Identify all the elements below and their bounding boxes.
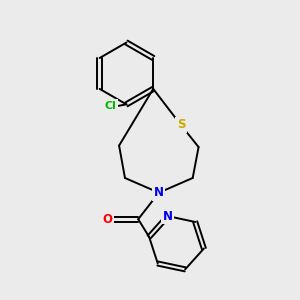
Text: N: N	[163, 210, 173, 223]
Text: O: O	[102, 213, 112, 226]
Text: S: S	[177, 118, 185, 131]
Text: N: N	[154, 186, 164, 199]
Text: Cl: Cl	[104, 101, 116, 111]
